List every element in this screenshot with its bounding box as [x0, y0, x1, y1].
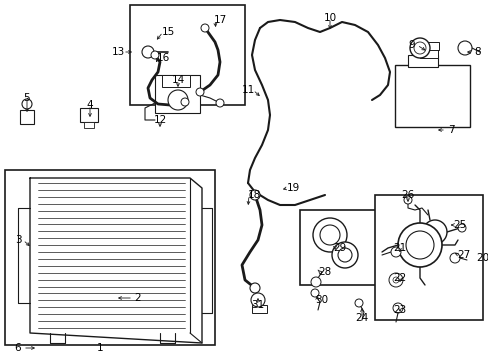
- Circle shape: [392, 303, 402, 313]
- Text: 26: 26: [401, 190, 414, 200]
- Bar: [84, 122, 94, 128]
- Text: 23: 23: [392, 305, 406, 315]
- Text: 29: 29: [333, 243, 346, 253]
- Circle shape: [250, 293, 264, 307]
- Text: 11: 11: [241, 85, 254, 95]
- Bar: [424, 42, 438, 50]
- Text: 4: 4: [86, 100, 93, 110]
- Text: 25: 25: [452, 220, 466, 230]
- Text: 20: 20: [475, 253, 488, 263]
- Circle shape: [354, 299, 362, 307]
- Circle shape: [249, 190, 260, 200]
- Text: 16: 16: [156, 53, 169, 63]
- Text: 8: 8: [474, 47, 480, 57]
- Text: 1: 1: [97, 343, 103, 353]
- Text: 22: 22: [392, 273, 406, 283]
- Bar: [374, 195, 482, 320]
- Text: 2: 2: [134, 293, 141, 303]
- Text: 6: 6: [15, 343, 21, 353]
- Circle shape: [422, 220, 446, 244]
- Circle shape: [249, 283, 260, 293]
- Circle shape: [392, 277, 398, 283]
- Bar: [162, 75, 190, 87]
- Circle shape: [201, 24, 208, 32]
- Circle shape: [449, 253, 459, 263]
- Circle shape: [312, 218, 346, 252]
- Circle shape: [310, 289, 318, 297]
- Circle shape: [319, 225, 339, 245]
- Circle shape: [390, 247, 400, 257]
- Circle shape: [337, 248, 351, 262]
- Bar: [299, 210, 389, 285]
- Circle shape: [397, 223, 441, 267]
- Text: 19: 19: [286, 183, 299, 193]
- Bar: [155, 75, 200, 113]
- Text: 28: 28: [318, 267, 331, 277]
- Bar: [407, 55, 437, 67]
- Circle shape: [457, 41, 471, 55]
- Text: 13: 13: [111, 47, 124, 57]
- Text: 7: 7: [447, 125, 453, 135]
- Text: 15: 15: [161, 27, 174, 37]
- Text: 18: 18: [247, 190, 260, 200]
- Bar: [394, 65, 469, 127]
- Circle shape: [457, 224, 465, 232]
- Circle shape: [403, 196, 411, 204]
- Circle shape: [151, 51, 159, 59]
- Text: 21: 21: [392, 243, 406, 253]
- Circle shape: [196, 88, 203, 96]
- Circle shape: [168, 90, 187, 110]
- Circle shape: [413, 42, 425, 54]
- Bar: [20, 110, 34, 124]
- Circle shape: [405, 231, 433, 259]
- Text: 14: 14: [171, 75, 184, 85]
- Text: 27: 27: [456, 250, 469, 260]
- Bar: [251, 305, 266, 313]
- Bar: [419, 48, 437, 58]
- Circle shape: [409, 38, 429, 58]
- Circle shape: [142, 46, 154, 58]
- Text: 9: 9: [408, 40, 414, 50]
- Circle shape: [216, 99, 224, 107]
- Text: 30: 30: [315, 295, 328, 305]
- Circle shape: [388, 273, 402, 287]
- Text: 3: 3: [15, 235, 21, 245]
- Text: 5: 5: [23, 93, 30, 103]
- Circle shape: [181, 98, 189, 106]
- Circle shape: [310, 277, 320, 287]
- Circle shape: [22, 99, 32, 109]
- Text: 10: 10: [323, 13, 336, 23]
- Bar: [5, 170, 215, 345]
- Text: 24: 24: [355, 313, 368, 323]
- Text: 31: 31: [251, 300, 264, 310]
- Bar: [130, 5, 244, 105]
- Circle shape: [331, 242, 357, 268]
- Text: 12: 12: [153, 115, 166, 125]
- Bar: [80, 108, 98, 122]
- Text: 17: 17: [213, 15, 226, 25]
